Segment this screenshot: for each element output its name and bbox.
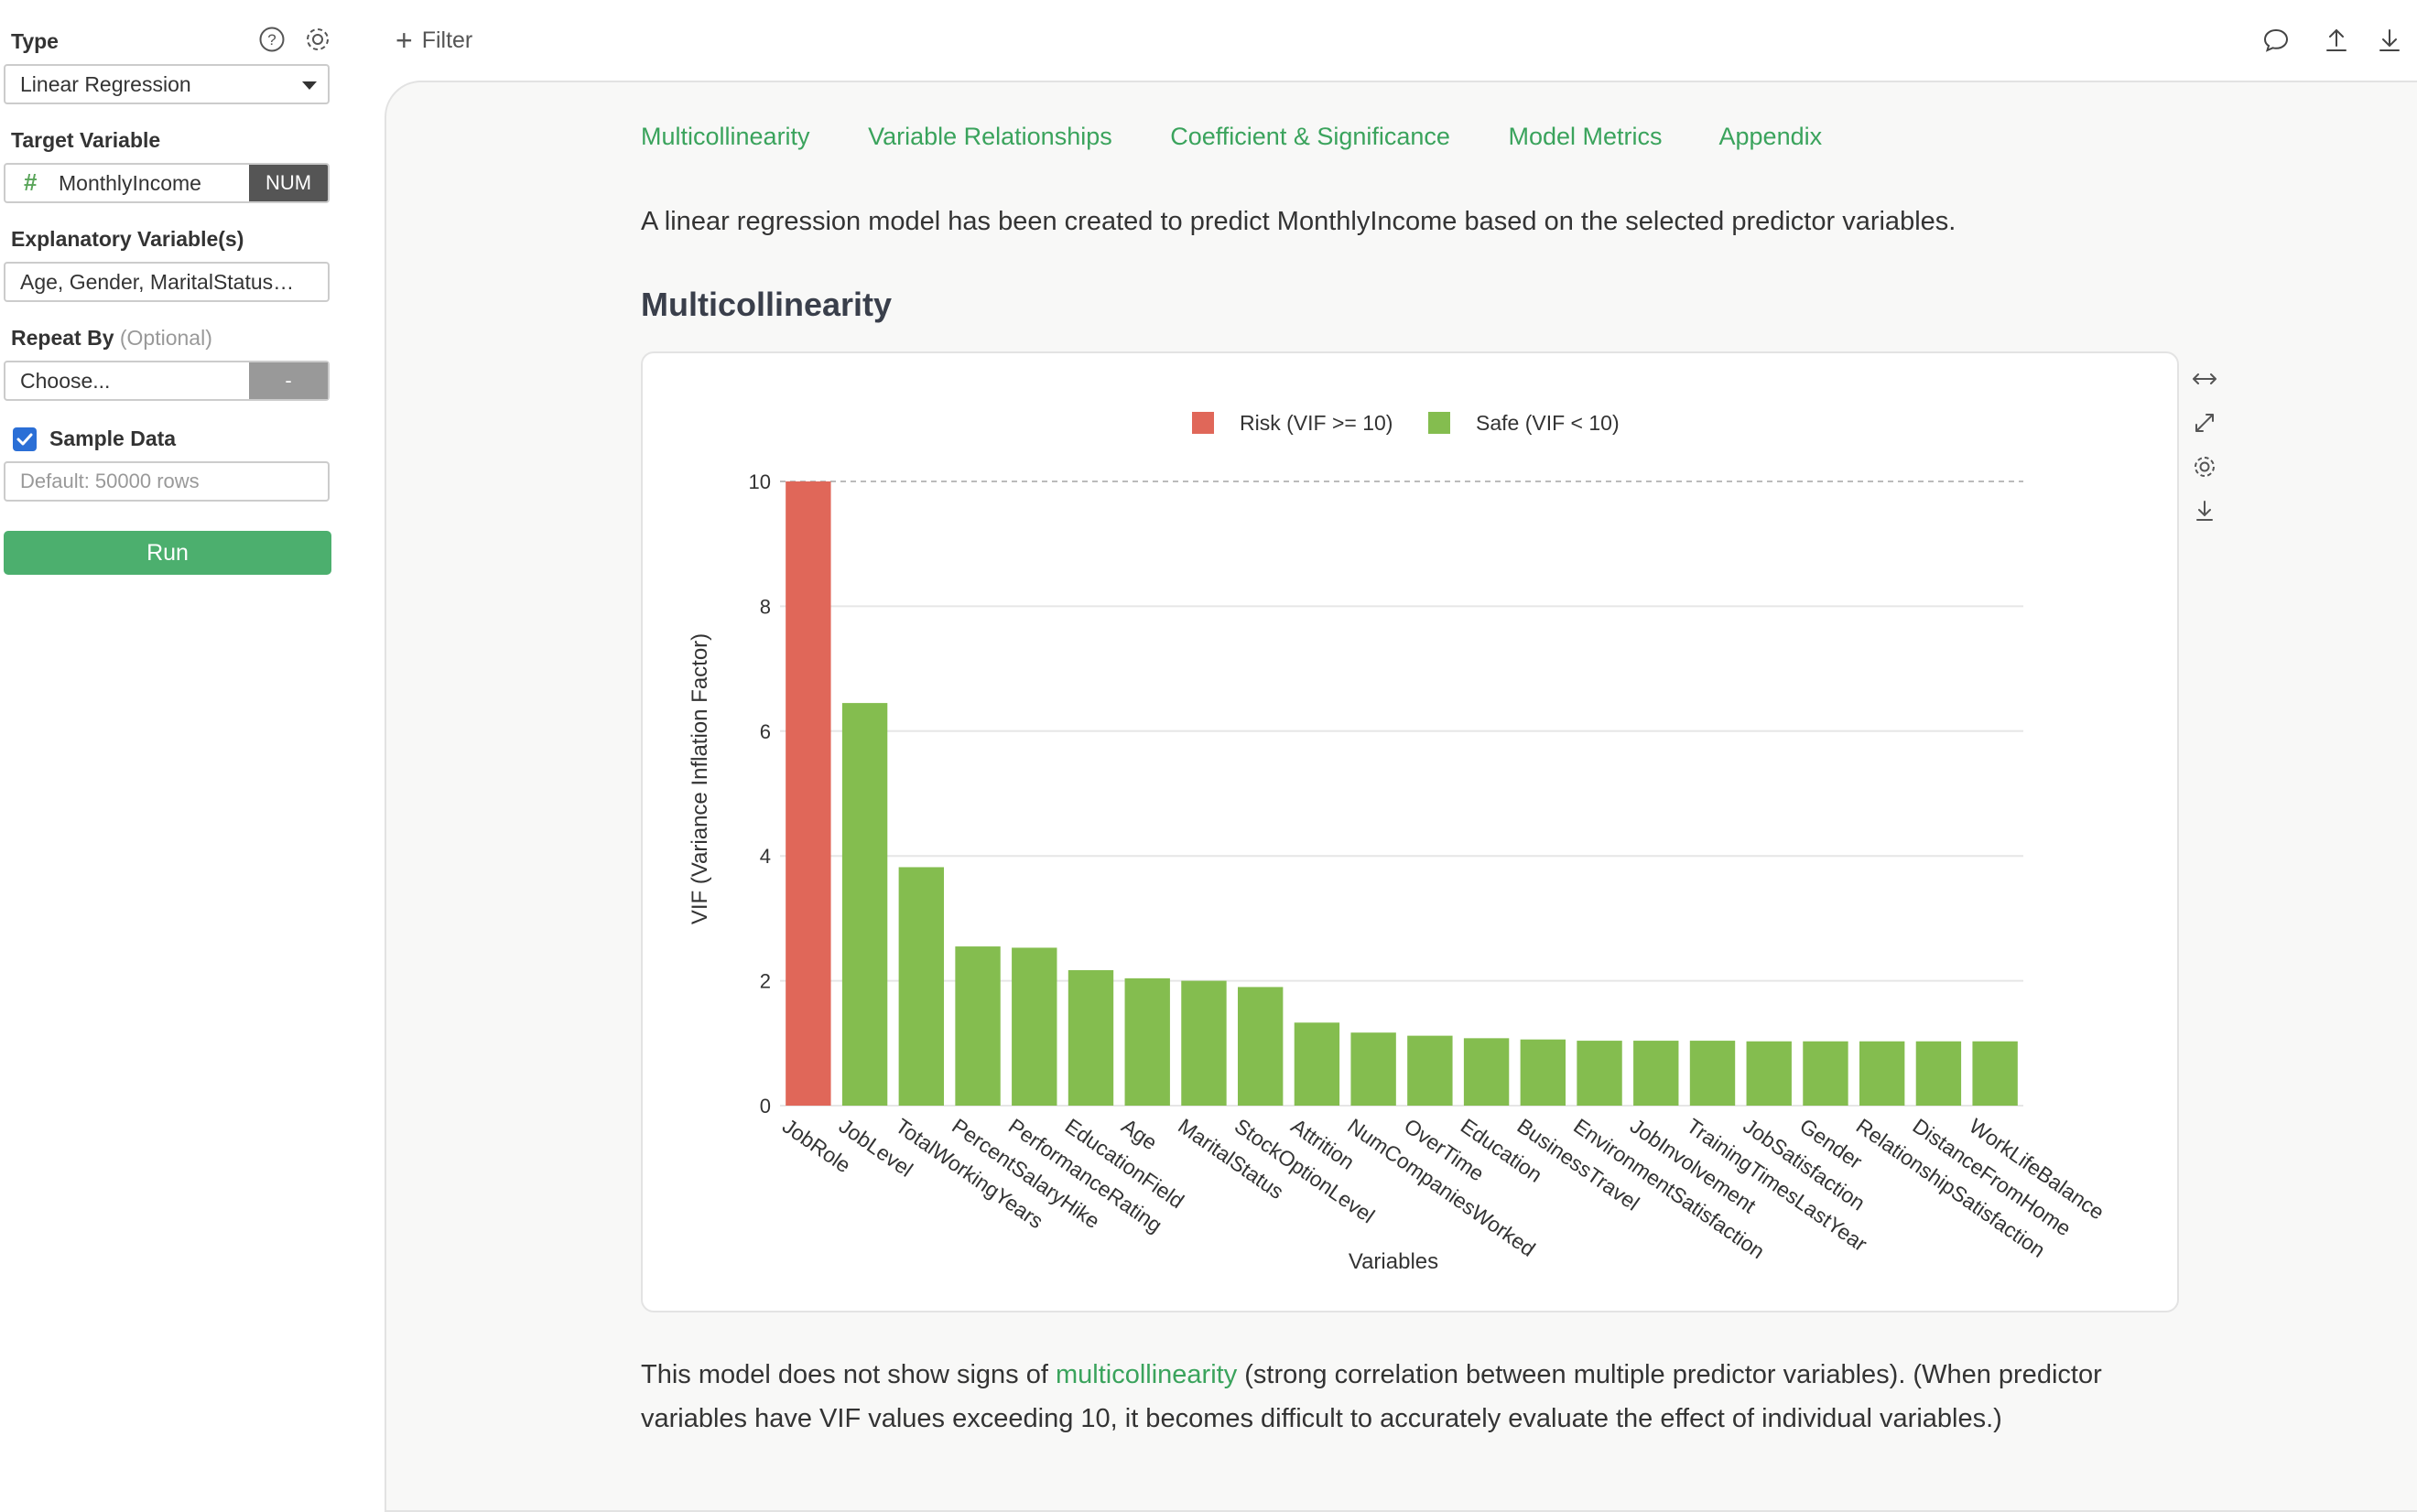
bar (1124, 977, 1170, 1106)
chevron-down-icon (302, 81, 317, 90)
explanatory-variables-value: Age, Gender, MaritalStatus… (20, 270, 295, 294)
legend-swatch-risk (1192, 412, 1214, 434)
y-tick-label: 2 (760, 970, 771, 993)
bar (1689, 1041, 1736, 1106)
multicollinearity-link[interactable]: multicollinearity (1055, 1360, 1238, 1389)
legend-label-risk: Risk (VIF >= 10) (1240, 411, 1393, 435)
bar (1633, 1041, 1679, 1106)
type-select[interactable]: Linear Regression (4, 64, 330, 104)
comment-icon[interactable] (2261, 26, 2291, 55)
bar (1463, 1038, 1510, 1106)
target-variable-value: MonthlyIncome (59, 171, 201, 195)
bar (1068, 970, 1114, 1106)
y-tick-label: 4 (760, 845, 771, 868)
sidebar: Type ? Linear Regression Target Variable… (0, 0, 346, 1463)
y-tick-label: 8 (760, 595, 771, 618)
sample-rows-input[interactable]: Default: 50000 rows (4, 461, 330, 502)
type-label: Type (11, 29, 59, 53)
upload-icon[interactable] (2322, 26, 2351, 55)
repeat-by-clear-button[interactable]: - (249, 362, 328, 399)
tab-multicollinearity[interactable]: Multicollinearity (641, 123, 810, 150)
y-tick-label: 0 (760, 1095, 771, 1118)
help-icon[interactable]: ? (258, 26, 286, 53)
type-select-value: Linear Regression (20, 72, 191, 96)
repeat-by-value: Choose... (20, 369, 111, 393)
vif-bar-chart: 0246810JobRoleJobLevelTotalWorkingYearsP… (688, 411, 2108, 1274)
num-badge: NUM (249, 165, 328, 201)
legend-swatch-safe (1428, 412, 1450, 434)
run-button[interactable]: Run (4, 531, 331, 575)
bar (841, 703, 888, 1106)
y-tick-label: 6 (760, 720, 771, 743)
tab-appendix[interactable]: Appendix (1718, 123, 1823, 150)
bar (1972, 1041, 2018, 1106)
section-title: Multicollinearity (641, 286, 893, 323)
bar (1294, 1022, 1340, 1106)
target-variable-field[interactable]: # MonthlyIncome NUM (4, 163, 330, 203)
repeat-by-optional: (Optional) (119, 326, 212, 350)
numeric-type-icon: # (24, 168, 38, 196)
tab-variable-relationships[interactable]: Variable Relationships (868, 123, 1112, 150)
target-label: Target Variable (11, 128, 161, 152)
bar (955, 946, 1001, 1106)
repeat-by-label-text: Repeat By (11, 326, 114, 350)
y-axis-title: VIF (Variance Inflation Factor) (688, 633, 712, 924)
chart-settings-icon[interactable] (2190, 452, 2219, 481)
svg-text:?: ? (267, 31, 276, 49)
bar (1859, 1041, 1905, 1106)
bar (786, 481, 831, 1106)
download-icon[interactable] (2375, 26, 2404, 55)
repeat-by-select[interactable]: Choose... - (4, 361, 330, 401)
multicollinearity-summary: This model does not show signs of multic… (641, 1353, 2197, 1441)
bar (1577, 1041, 1622, 1106)
repeat-by-label: Repeat By (Optional) (11, 326, 212, 351)
bar (1012, 947, 1057, 1106)
bar (1915, 1041, 1962, 1106)
tab-model-metrics[interactable]: Model Metrics (1508, 123, 1663, 150)
bar (1746, 1041, 1792, 1106)
explanatory-label: Explanatory Variable(s) (11, 227, 244, 251)
fullscreen-icon[interactable] (2190, 408, 2219, 437)
bar (1350, 1032, 1396, 1106)
tab-coefficient-significance[interactable]: Coefficient & Significance (1170, 123, 1450, 150)
bar (1520, 1039, 1566, 1106)
bar (1407, 1035, 1453, 1106)
sample-data-label: Sample Data (49, 427, 177, 450)
x-axis-title: Variables (1349, 1249, 1438, 1274)
summary-text-pre: This model does not show signs of (641, 1360, 1056, 1389)
gear-icon[interactable] (304, 26, 331, 53)
section-tabs: Multicollinearity Variable Relationships… (641, 123, 1873, 151)
expand-width-icon[interactable] (2190, 364, 2219, 394)
vif-chart-card: 0 2 4 6 8 10 JobRole JobLevel TotalWorkingYears P… (641, 351, 2179, 1312)
summary-text-post: (strong correlation between multiple pre… (641, 1360, 2102, 1433)
sample-data-checkbox[interactable] (13, 427, 37, 451)
bar (898, 867, 945, 1106)
y-tick-label: 10 (749, 470, 771, 493)
chart-download-icon[interactable] (2190, 496, 2219, 525)
bar (1803, 1041, 1848, 1106)
legend-label-safe: Safe (VIF < 10) (1476, 411, 1620, 435)
checkmark-icon (16, 433, 33, 446)
filter-label: Filter (421, 27, 473, 53)
bar (1181, 980, 1227, 1106)
chart-toolbar (2190, 364, 2219, 540)
plus-icon: + (396, 24, 413, 57)
explanatory-variables-field[interactable]: Age, Gender, MaritalStatus… (4, 262, 330, 302)
model-description: A linear regression model has been creat… (641, 207, 1956, 236)
bar (1237, 987, 1284, 1106)
filter-button[interactable]: + Filter (396, 24, 472, 58)
